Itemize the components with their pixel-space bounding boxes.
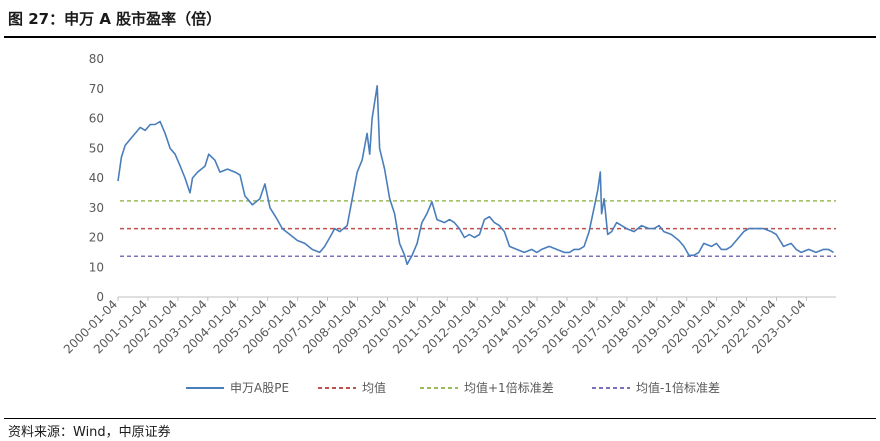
legend-label: 均值+1倍标准差 <box>464 380 554 395</box>
legend-item: 均值-1倍标准差 <box>592 380 720 395</box>
source-note: 资料来源：Wind，中原证券 <box>8 425 171 440</box>
title-rule <box>4 36 876 38</box>
y-tick-label: 10 <box>89 260 104 274</box>
y-tick-label: 50 <box>89 141 104 155</box>
y-tick-label: 40 <box>89 171 104 185</box>
y-tick-label: 0 <box>96 290 104 304</box>
pe-line-chart: 0 10 20 30 40 50 60 70 80 2000-01-042001-01-0420… <box>61 52 836 395</box>
y-tick-label: 20 <box>89 231 104 245</box>
legend-item: 均值 <box>318 380 386 395</box>
legend-label: 均值 <box>362 380 386 395</box>
x-axis: 2000-01-042001-01-042002-01-042003-01-04… <box>61 296 836 356</box>
y-axis: 0 10 20 30 40 50 60 70 80 <box>89 52 104 304</box>
series-line-pe <box>117 85 834 266</box>
figure-title: 图 27：申万 A 股市盈率（倍） <box>8 10 222 28</box>
source-rule <box>4 418 876 419</box>
series-lines <box>117 85 834 266</box>
legend-item: 均值+1倍标准差 <box>420 380 554 395</box>
y-tick-label: 80 <box>89 52 104 66</box>
legend-label: 申万A股PE <box>230 381 289 395</box>
y-tick-label: 70 <box>89 82 104 96</box>
reference-lines <box>120 200 836 257</box>
y-tick-label: 60 <box>89 112 104 126</box>
y-tick-label: 30 <box>89 201 104 215</box>
legend-label: 均值-1倍标准差 <box>636 380 720 395</box>
legend-item: 申万A股PE <box>186 381 289 395</box>
legend: 申万A股PE 均值 均值+1倍标准差 均值-1倍标准差 <box>186 380 720 395</box>
